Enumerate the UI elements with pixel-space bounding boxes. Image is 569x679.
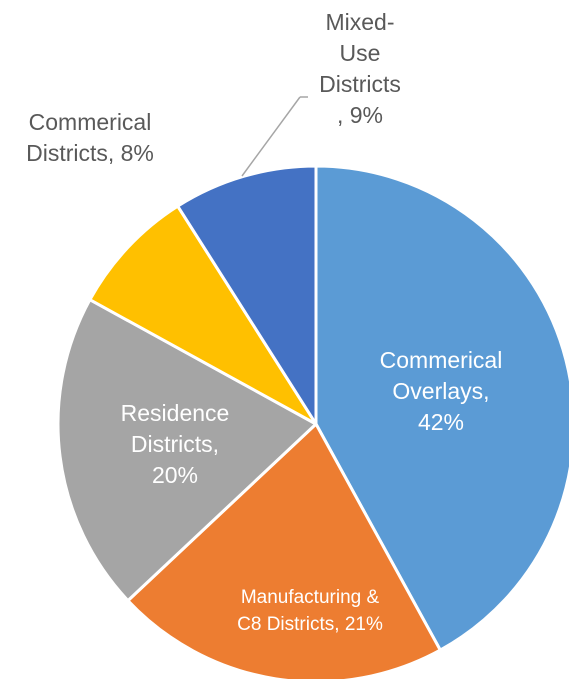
data-label-mixed-use-districts: Mixed-Use Districts, 9% xyxy=(319,9,401,128)
pie-slice-commerical-districts xyxy=(88,204,318,426)
leader-line-mixed-use xyxy=(241,96,301,177)
data-label-residence-districts: Residence Districts, 20% xyxy=(121,400,230,488)
data-label-commerical-districts: Commerical Districts, 8% xyxy=(26,109,154,166)
pie-slice-commerical-overlays xyxy=(314,164,569,652)
pie-slice-mixed-use-districts xyxy=(176,164,318,426)
pie-slice-residence-districts xyxy=(56,298,318,603)
data-label-manufacturing-c8-districts: Manufacturing & C8 Districts, 21% xyxy=(237,587,383,635)
data-label-commerical-overlays: Commerical Overlays, 42% xyxy=(380,347,503,435)
